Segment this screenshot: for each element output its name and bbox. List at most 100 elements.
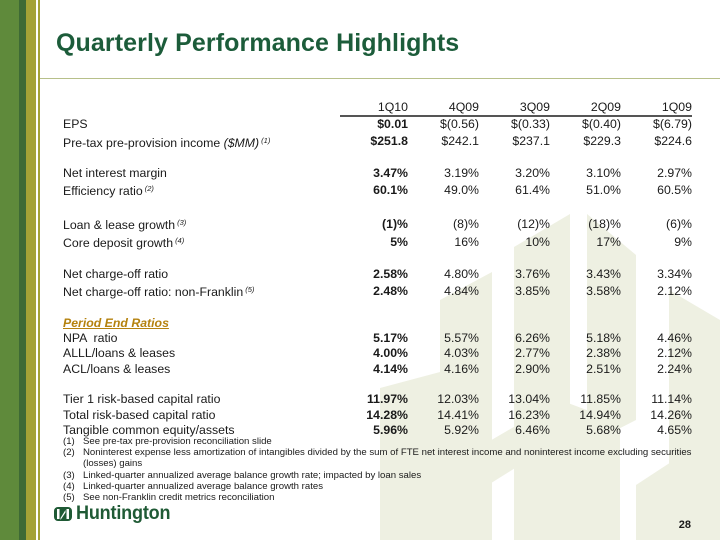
spacer-row	[63, 200, 692, 215]
footnote: (4) Linked-quarter annualized average bal…	[63, 481, 703, 492]
row-label: Net interest margin	[63, 166, 167, 181]
value-cell: 12.03%	[437, 392, 479, 407]
value-cell: 3.58%	[586, 283, 621, 298]
table-row: Efficiency ratio (2) 60.1% 49.0% 61.4% 51…	[63, 181, 692, 199]
left-stripe-olive	[26, 0, 36, 540]
spacer-row	[63, 252, 692, 267]
value-cell: 2.90%	[515, 361, 550, 376]
column-header: 1Q10	[340, 100, 408, 118]
left-stripe-thin-olive	[38, 0, 40, 540]
left-stripe-green	[0, 0, 19, 540]
huntington-logo: Huntington	[54, 503, 175, 525]
section-header-period-end-ratios: Period End Ratios	[63, 315, 169, 330]
value-cell: 9%	[674, 234, 692, 249]
value-cell: 3.47%	[373, 166, 408, 181]
footnote-ref: (2)	[144, 184, 154, 194]
footnote-number: (1)	[63, 436, 75, 447]
value-cell: 11.85%	[580, 392, 621, 407]
value-cell: 2.51%	[586, 361, 621, 376]
footnote-number: (3)	[63, 469, 75, 481]
value-cell: 2.38%	[586, 346, 621, 361]
row-label: Tier 1 risk-based capital ratio	[63, 392, 221, 407]
column-header: 4Q09	[408, 100, 479, 118]
footnote-number: (5)	[63, 492, 75, 504]
row-label: Core deposit growth (4)	[63, 233, 340, 251]
value-cell: 2.12%	[657, 283, 692, 298]
row-label: Net charge-off ratio: non-Franklin (5)	[63, 282, 340, 300]
table-row: Core deposit growth (4) 5% 16% 10% 17% 9%	[63, 233, 692, 251]
value-cell: 3.20%	[515, 166, 550, 181]
performance-table: 1Q10 4Q09 3Q09 2Q09 1Q09 EPS $0.01 $(0.5…	[63, 100, 692, 438]
footnote-text: See non-Franklin credit metrics reconcil…	[83, 492, 275, 504]
value-cell: 60.5%	[657, 182, 692, 197]
value-cell: 6.46%	[515, 422, 550, 437]
value-cell: 3.34%	[657, 266, 692, 281]
value-cell: 3.10%	[586, 166, 621, 181]
footnote-ref: (5)	[245, 285, 255, 295]
value-cell: 4.46%	[657, 331, 692, 346]
section-header-row: Period End Ratios	[63, 316, 692, 331]
row-label-unit: ($MM)	[223, 135, 260, 150]
row-label: Net charge-off ratio	[63, 266, 169, 281]
footnote: (2) Noninterest expense less amortization…	[63, 447, 703, 469]
row-label: Efficiency ratio (2)	[63, 181, 340, 199]
value-cell: (18)%	[588, 216, 621, 231]
value-cell: 14.41%	[437, 407, 479, 422]
value-cell: 4.14%	[373, 361, 408, 376]
value-cell: 51.0%	[586, 182, 621, 197]
table-row: Net charge-off ratio 2.58% 4.80% 3.76% 3…	[63, 267, 692, 282]
table-header-row: 1Q10 4Q09 3Q09 2Q09 1Q09	[63, 100, 692, 118]
huntington-emblem-icon	[54, 507, 72, 521]
spacer-row	[63, 301, 692, 316]
value-cell: 5.57%	[444, 331, 479, 346]
value-cell: 3.76%	[515, 266, 550, 281]
logo-wordmark: Huntington	[76, 503, 171, 524]
value-cell: 5.92%	[444, 422, 479, 437]
value-cell: $(0.33)	[511, 117, 550, 132]
value-cell: $224.6	[654, 134, 692, 149]
row-label-text: Efficiency ratio	[63, 184, 143, 199]
value-cell: 4.03%	[444, 346, 479, 361]
footnote-text: Linked-quarter annualized average balanc…	[83, 469, 422, 481]
value-cell: 14.94%	[579, 407, 621, 422]
value-cell: $242.1	[441, 134, 479, 149]
table-row: Tier 1 risk-based capital ratio 11.97% 1…	[63, 392, 692, 407]
value-cell: 4.00%	[373, 346, 408, 361]
value-cell: 5.96%	[373, 422, 408, 437]
value-cell: 10%	[525, 234, 550, 249]
value-cell: $251.8	[370, 134, 408, 149]
value-cell: $229.3	[583, 134, 621, 149]
row-label: Tangible common equity/assets	[63, 422, 235, 437]
footnotes: (1) See pre-tax pre-provision reconciliat…	[63, 436, 703, 503]
value-cell: 6.26%	[515, 331, 550, 346]
footnote: (3) Linked-quarter annualized average bal…	[63, 470, 703, 481]
footnote: (5) See non-Franklin credit metrics recon…	[63, 492, 703, 503]
value-cell: 2.77%	[515, 346, 550, 361]
column-header: 1Q09	[621, 100, 692, 118]
row-label: Pre-tax pre-provision income ($MM) (1)	[63, 133, 340, 151]
value-cell: 14.26%	[650, 407, 692, 422]
left-stripe-dark-green	[19, 0, 26, 540]
value-cell: 4.16%	[444, 361, 479, 376]
table-row: Tangible common equity/assets 5.96% 5.92…	[63, 423, 692, 438]
spacer-row	[63, 377, 692, 392]
footnote-number: (4)	[63, 480, 75, 492]
value-cell: 4.80%	[444, 266, 479, 281]
footnote-ref: (1)	[261, 135, 271, 145]
value-cell: 2.12%	[657, 346, 692, 361]
value-cell: 11.14%	[651, 392, 692, 407]
value-cell: 5%	[390, 234, 408, 249]
value-cell: 60.1%	[373, 182, 408, 197]
value-cell: (6)%	[666, 216, 692, 231]
footnote-text: Noninterest expense less amortization of…	[83, 447, 692, 470]
value-cell: (12)%	[517, 216, 550, 231]
table-row: ACL/loans & leases 4.14% 4.16% 2.90% 2.5…	[63, 362, 692, 377]
title-divider	[40, 78, 720, 79]
header-label-cell	[63, 100, 340, 116]
table-row: Pre-tax pre-provision income ($MM) (1) $2…	[63, 133, 692, 151]
row-label: Loan & lease growth (3)	[63, 215, 340, 233]
row-label: EPS	[63, 116, 88, 131]
value-cell: $(0.40)	[582, 117, 621, 132]
spacer-row	[63, 151, 692, 166]
table-row: NPA ratio 5.17% 5.57% 6.26% 5.18% 4.46%	[63, 331, 692, 346]
